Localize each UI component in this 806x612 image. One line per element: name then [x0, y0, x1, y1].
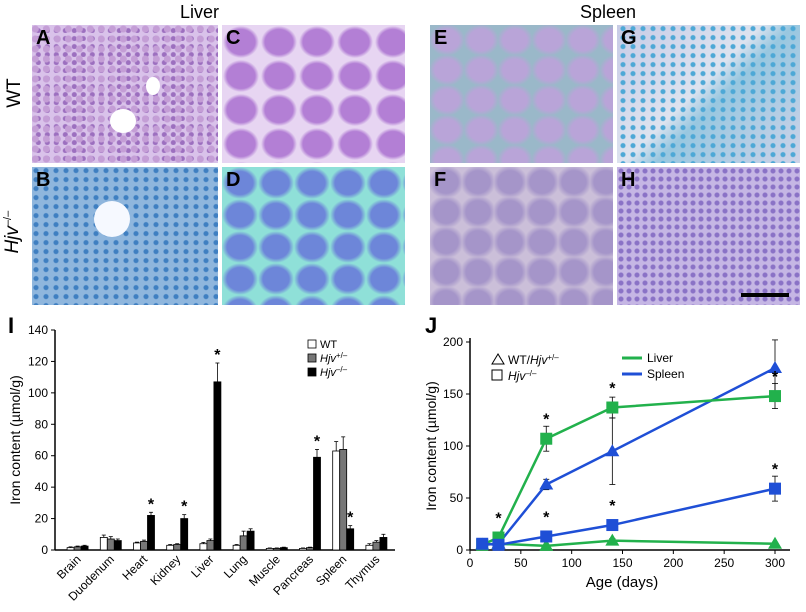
y-tick-label: 200	[443, 335, 463, 349]
data-point-triangle	[768, 536, 782, 549]
panel-letter-H: H	[621, 169, 636, 191]
y-tick-label: 20	[35, 512, 49, 526]
data-point-triangle	[539, 477, 554, 490]
panel-letter-G: G	[621, 27, 637, 49]
significance-asterisk: *	[495, 511, 502, 528]
significance-asterisk: *	[772, 462, 779, 479]
y-axis-label: Iron content (µmol/g)	[7, 375, 23, 504]
legend-label-text: WT	[320, 339, 337, 351]
legend-label-sup: –/–	[336, 365, 348, 374]
liver-title: Liver	[180, 2, 220, 22]
legend-genotype-1-part: +/–	[547, 353, 559, 362]
x-tick-label: 0	[467, 556, 474, 570]
data-point-square	[476, 537, 489, 550]
x-tick-label: 100	[562, 556, 582, 570]
x-axis-label: Age (days)	[586, 574, 659, 591]
significance-asterisk: *	[148, 496, 155, 513]
series-line	[482, 539, 776, 548]
significance-asterisk: *	[543, 412, 550, 429]
spleen-title: Spleen	[580, 2, 637, 22]
significance-asterisk: *	[609, 498, 616, 515]
panel-letter-C: C	[226, 27, 241, 49]
panel-letter-I: I	[8, 313, 15, 338]
legend-swatch	[307, 339, 317, 349]
x-tick-label: 250	[714, 556, 734, 570]
significance-asterisk: *	[214, 347, 221, 364]
y-tick-label: 0	[456, 543, 463, 557]
micrograph-F: F	[430, 167, 613, 305]
legend-label: WT	[320, 339, 337, 351]
legend-genotype-2: Hjv–/–	[508, 369, 537, 383]
y-tick-label: 40	[35, 480, 49, 494]
y-axis-label: Iron content (µmol/g)	[423, 381, 439, 510]
micrograph-B: B	[32, 167, 218, 305]
x-tick-label: 300	[765, 556, 785, 570]
y-tick-label: 140	[28, 323, 48, 337]
micrograph-C: C	[222, 25, 405, 163]
legend-square-marker	[491, 369, 503, 381]
legend-label-sup: +/–	[336, 351, 348, 360]
significance-asterisk: *	[181, 499, 188, 516]
legend-spleen-label: Spleen	[647, 367, 684, 381]
y-tick-label: 60	[35, 449, 49, 463]
data-point-triangle	[768, 361, 782, 373]
significance-asterisk: *	[314, 433, 321, 450]
y-tick-label: 0	[41, 543, 48, 557]
legend-triangle-marker	[491, 353, 505, 365]
data-point-square	[769, 482, 781, 495]
data-point-square	[769, 390, 781, 403]
data-point-square	[540, 530, 553, 543]
legend-genotype-2-part: Hjv	[508, 369, 526, 383]
scale-bar	[741, 293, 789, 297]
legend-label-text: Hjv	[320, 353, 337, 365]
significance-asterisk: *	[543, 509, 550, 526]
panel-letter-D: D	[226, 169, 241, 191]
panel-letter-A: A	[36, 27, 51, 49]
micrograph-G: G	[617, 25, 800, 163]
micrograph-D: D	[222, 167, 405, 305]
data-point-square	[540, 432, 553, 445]
legend-genotype-1-part: WT/	[508, 353, 531, 367]
y-tick-label: 120	[28, 354, 48, 368]
micrograph-H: H	[617, 167, 800, 305]
legend-label: Hjv–/–	[320, 365, 348, 379]
series-line	[482, 366, 776, 547]
micrograph-E: E	[430, 25, 613, 163]
data-point-triangle	[539, 538, 554, 551]
x-tick-label: 50	[514, 556, 528, 570]
data-point-square	[492, 538, 505, 551]
y-tick-label: 150	[443, 387, 463, 401]
y-tick-label: 50	[450, 491, 464, 505]
panel-letter-B: B	[36, 169, 51, 191]
legend-label: Hjv+/–	[320, 351, 348, 365]
panel-letter-F: F	[434, 169, 447, 191]
significance-asterisk: *	[609, 381, 616, 398]
x-tick-label: 200	[663, 556, 683, 570]
legend-swatch	[307, 353, 317, 363]
data-point-triangle	[605, 533, 620, 546]
series-line	[482, 487, 776, 547]
y-tick-label: 100	[443, 439, 463, 453]
legend-genotype-1-part: Hjv	[530, 353, 548, 367]
data-point-square	[606, 401, 619, 414]
legend-label-text: Hjv	[320, 367, 337, 379]
x-tick-label: 150	[612, 556, 632, 570]
panel-letter-E: E	[434, 27, 448, 49]
legend-swatch	[307, 367, 317, 377]
data-point-square	[606, 519, 619, 532]
panel-letter-J: J	[425, 313, 438, 338]
legend-genotype-2-part: –/–	[525, 369, 537, 378]
data-point-triangle	[605, 444, 620, 457]
significance-asterisk: *	[347, 510, 354, 527]
y-tick-label: 100	[28, 386, 48, 400]
legend-liver-label: Liver	[647, 351, 673, 365]
micrograph-A: A	[32, 25, 218, 163]
legend-genotype-1: WT/Hjv+/–	[508, 353, 559, 367]
y-tick-label: 80	[35, 417, 49, 431]
significance-asterisk: *	[772, 369, 779, 386]
